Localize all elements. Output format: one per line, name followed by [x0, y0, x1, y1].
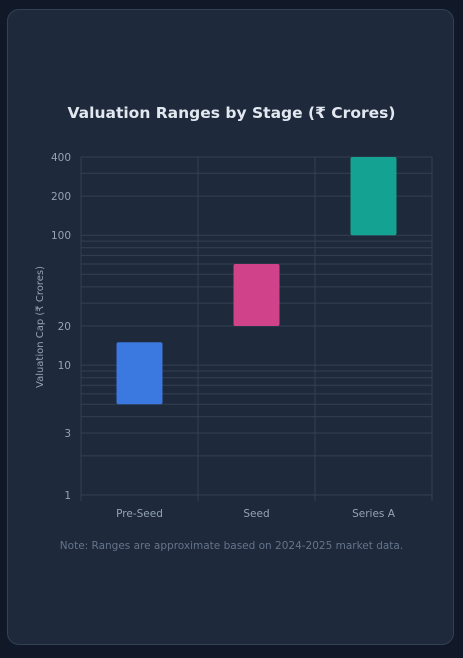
y-tick-label: 3	[64, 428, 71, 440]
y-tick-label: 200	[51, 191, 71, 203]
bar-seed	[233, 264, 280, 326]
x-tick-label: Pre-Seed	[116, 508, 163, 520]
bar-pre-seed	[116, 342, 163, 405]
y-axis-label: Valuation Cap (₹ Crores)	[35, 266, 46, 388]
bar-series-a	[350, 157, 397, 236]
bars-layer	[116, 157, 397, 405]
y-tick-label: 400	[51, 152, 71, 164]
y-tick-label: 10	[58, 360, 71, 372]
chart-title: Valuation Ranges by Stage (₹ Crores)	[67, 104, 396, 122]
footnote: Note: Ranges are approximate based on 20…	[59, 540, 404, 552]
x-tick-label: Series A	[352, 508, 396, 520]
y-tick-label: 20	[58, 321, 71, 333]
x-tick-label: Seed	[243, 508, 269, 520]
y-tick-label: 100	[51, 230, 71, 242]
ticks-layer: 1 3 10 20 100 200 400 Pre-Seed Seed Series A	[51, 152, 396, 520]
y-tick-label: 1	[64, 490, 71, 502]
